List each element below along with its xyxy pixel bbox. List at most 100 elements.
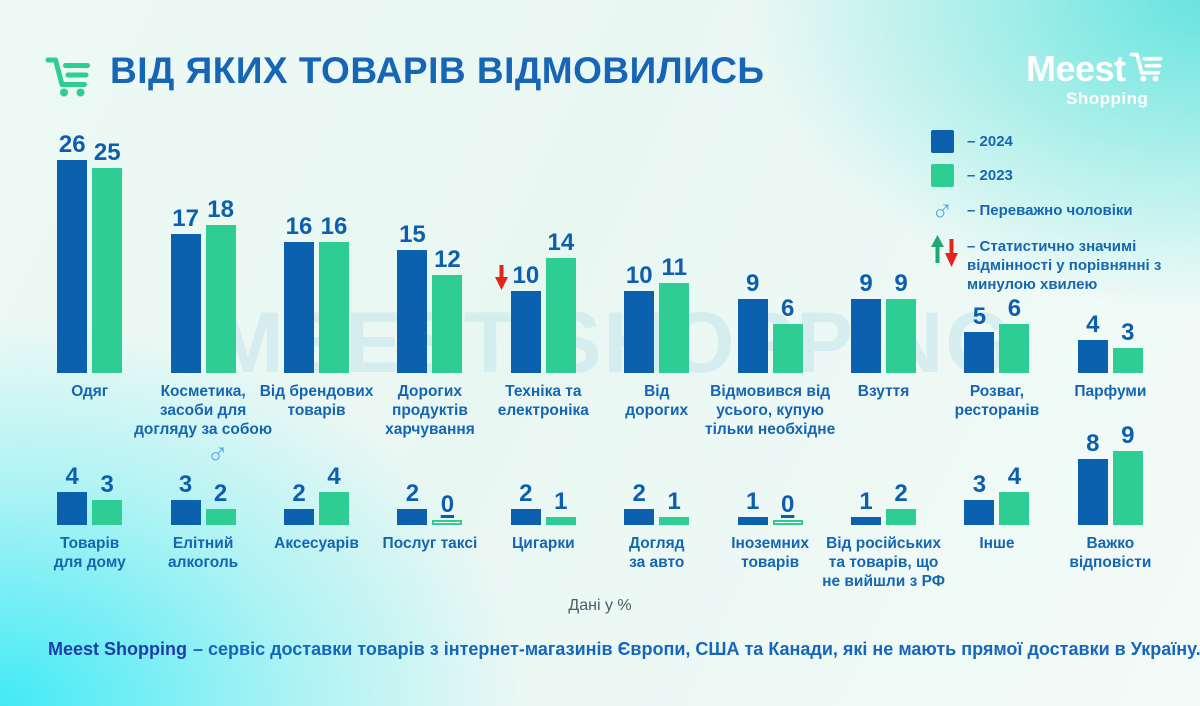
bar-column-2023: 11	[659, 256, 690, 373]
bar-2023	[659, 283, 690, 373]
bar-value: 4	[1007, 463, 1022, 490]
bar-column-2023: 3	[92, 471, 123, 525]
bar-value: 1	[667, 488, 681, 515]
bar-value: 4	[327, 463, 341, 490]
bar-column-2024: 1	[737, 490, 768, 525]
bar-column-2023: 3	[1112, 319, 1143, 373]
bar-2024	[624, 509, 655, 525]
bar-2023	[205, 509, 236, 525]
bar-column-2023: 4	[319, 463, 350, 525]
bar-column-2024: 8	[1077, 432, 1108, 525]
bar-2023	[886, 299, 917, 373]
bar-group: 1 0 Іноземних товарів	[713, 425, 826, 592]
bar-group: 2 0 Послуг таксі	[373, 425, 486, 592]
bar-value: 3	[1121, 319, 1135, 346]
bar-2023	[92, 500, 123, 525]
bar-group: 2 1 Цигарки	[487, 425, 600, 592]
units-note: Дані у %	[568, 597, 632, 614]
bar-2024	[284, 509, 315, 525]
bar-group: 15 12 Дорогих продуктів харчування	[373, 134, 486, 440]
bar-2024	[851, 299, 882, 373]
bar-value: 18	[207, 196, 234, 223]
bar-group: 9 9 Взуття	[827, 134, 940, 440]
logo-brand-text: Meest	[1026, 48, 1126, 89]
bar-pair: 16 16	[284, 134, 350, 373]
bar-2023	[999, 324, 1030, 373]
bar-value: 2	[894, 480, 908, 507]
legend-item-significant: – Статистично значимі відмінності у порі…	[931, 235, 1193, 294]
category-label: Аксесуарів	[274, 535, 359, 552]
bar-group: 4 3 Парфуми	[1054, 134, 1167, 440]
bar-value: 2	[292, 480, 306, 507]
bar-pair: 3 2 ♂	[170, 425, 236, 525]
bar-column-2023: 6	[999, 297, 1030, 373]
category-label: Техніка та електроніка	[497, 383, 589, 419]
bar-2023	[319, 242, 350, 373]
bar-2024	[510, 291, 541, 373]
bar-group: 26 25 Одяг	[33, 133, 146, 440]
bar-pair: 26 25	[57, 133, 123, 373]
bar-column-2024: 26	[57, 133, 88, 373]
bar-group: 3 2 ♂ Елітний алкоголь	[146, 425, 259, 592]
bar-value: 9	[859, 270, 873, 297]
bar-value: 14	[547, 229, 575, 256]
bar-value: 2	[213, 480, 228, 507]
bar-value: 9	[894, 270, 908, 297]
bar-column-2024: 17	[170, 205, 201, 373]
category-label: Розваг, ресторанів	[954, 383, 1040, 419]
bar-group: 5 6 Розваг, ресторанів	[940, 134, 1053, 440]
bar-column-2023: 0	[772, 493, 803, 525]
bar-column-2023: 12	[432, 246, 463, 373]
legend-item-2024: – 2024	[931, 130, 1193, 153]
bar-column-2024: 2	[624, 480, 655, 525]
bar-2023	[772, 520, 803, 525]
bar-value: 25	[93, 139, 121, 166]
bar-column-2023: 2	[886, 480, 917, 525]
bar-2023	[886, 509, 917, 525]
bar-group: 10 11 Від дорогих	[600, 134, 713, 440]
bar-column-2023: 1	[545, 490, 576, 525]
bar-2024	[57, 160, 88, 373]
bar-group: 10 14 Техніка та електроніка	[487, 134, 600, 440]
bar-2024	[57, 492, 88, 525]
bar-value: 4	[65, 463, 79, 490]
bar-value: 10	[495, 264, 539, 290]
bar-2023	[545, 258, 576, 373]
bar-value: 3	[100, 471, 114, 498]
bar-value: 12	[434, 246, 461, 273]
category-label: Від дорогих	[625, 383, 689, 419]
bar-column-2024: 2	[510, 482, 541, 525]
bar-column-2024: 10	[495, 264, 541, 373]
bar-2024	[737, 517, 768, 525]
legend-label: – Статистично значимі відмінності у порі…	[967, 238, 1162, 293]
legend-item-2023: – 2023	[931, 164, 1193, 187]
bar-value: 9	[1121, 422, 1135, 449]
bar-column-2023: 14	[545, 229, 576, 373]
bar-2023	[659, 517, 690, 525]
bar-pair: 15 12	[397, 134, 463, 373]
bar-value: 15	[399, 221, 426, 248]
category-label: Дорогих продуктів харчування	[385, 383, 475, 438]
bar-value: 10	[625, 262, 653, 289]
bar-2023	[1112, 348, 1143, 373]
bar-column-2024: 15	[397, 221, 428, 373]
legend-swatch-2023	[931, 164, 958, 187]
significant-decrease-arrow-icon	[495, 264, 509, 296]
bar-value: 17	[172, 205, 199, 232]
bar-value: 2	[632, 480, 646, 507]
bar-2023	[432, 275, 463, 373]
category-label: Від російських та товарів, що не вийшли …	[822, 535, 945, 590]
bar-value: 9	[745, 270, 760, 297]
bar-column-2024: 3	[964, 473, 995, 525]
category-label: Важко відповісти	[1069, 535, 1152, 571]
bar-2023	[999, 492, 1030, 525]
bar-2024	[510, 509, 541, 525]
